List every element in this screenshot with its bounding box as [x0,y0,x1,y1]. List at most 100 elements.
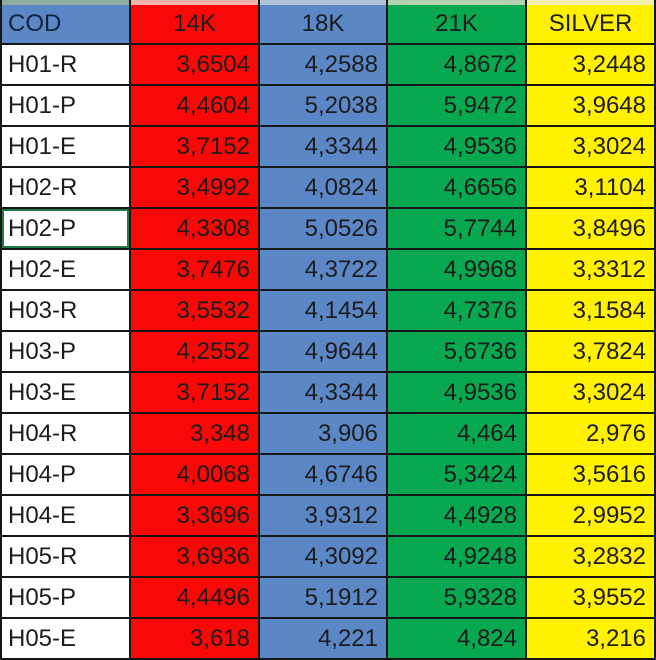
price-cell[interactable]: 3,3024 [527,373,656,414]
price-cell[interactable]: 5,7744 [388,209,527,250]
price-cell[interactable]: 4,9968 [388,250,527,291]
price-cell[interactable]: 4,3344 [260,127,388,168]
price-cell[interactable]: 4,2588 [260,45,388,86]
price-cell[interactable]: 4,3092 [260,537,388,578]
table-row: H01-P 4,4604 5,2038 5,9472 3,9648 [2,86,656,127]
header-cell-cod[interactable]: COD [2,5,131,45]
header-cell-silver[interactable]: SILVER [527,5,656,45]
table-row: H02-R 3,4992 4,0824 4,6656 3,1104 [2,168,656,209]
row-label-cell[interactable]: H01-R [2,45,131,86]
cutoff-cell [527,0,656,5]
price-cell[interactable]: 3,7152 [131,127,260,168]
price-cell[interactable]: 5,6736 [388,332,527,373]
table-row: H04-P 4,0068 4,6746 5,3424 3,5616 [2,455,656,496]
row-label-cell[interactable]: H05-R [2,537,131,578]
table-row: H01-E 3,7152 4,3344 4,9536 3,3024 [2,127,656,168]
header-row: COD 14K 18K 21K SILVER [2,5,656,45]
cutoff-cell [131,0,260,5]
table-row: H02-P 4,3308 5,0526 5,7744 3,8496 [2,209,656,250]
price-cell[interactable]: 4,2552 [131,332,260,373]
price-cell[interactable]: 3,618 [131,619,260,660]
header-cell-18k[interactable]: 18K [260,5,388,45]
price-cell[interactable]: 4,9248 [388,537,527,578]
price-cell[interactable]: 3,2832 [527,537,656,578]
price-cell[interactable]: 2,976 [527,414,656,455]
price-cell[interactable]: 3,3024 [527,127,656,168]
row-label-cell[interactable]: H02-R [2,168,131,209]
header-cell-14k[interactable]: 14K [131,5,260,45]
price-cell[interactable]: 3,8496 [527,209,656,250]
price-cell[interactable]: 3,1584 [527,291,656,332]
price-cell[interactable]: 3,5616 [527,455,656,496]
price-cell[interactable]: 5,0526 [260,209,388,250]
price-cell[interactable]: 2,9952 [527,496,656,537]
table-row: H03-R 3,5532 4,1454 4,7376 3,1584 [2,291,656,332]
table-row: H05-R 3,6936 4,3092 4,9248 3,2832 [2,537,656,578]
price-cell[interactable]: 3,9312 [260,496,388,537]
price-cell[interactable]: 3,6936 [131,537,260,578]
price-cell[interactable]: 3,7824 [527,332,656,373]
row-label-cell[interactable]: H03-P [2,332,131,373]
price-cell[interactable]: 4,9644 [260,332,388,373]
price-cell[interactable]: 4,221 [260,619,388,660]
row-label-cell[interactable]: H04-R [2,414,131,455]
table-row: H02-E 3,7476 4,3722 4,9968 3,3312 [2,250,656,291]
price-cell[interactable]: 4,3308 [131,209,260,250]
price-cell[interactable]: 4,4496 [131,578,260,619]
row-label-cell[interactable]: H05-P [2,578,131,619]
row-label-cell[interactable]: H02-P [2,209,131,250]
price-cell[interactable]: 3,9552 [527,578,656,619]
table-row: H01-R 3,6504 4,2588 4,8672 3,2448 [2,45,656,86]
row-label-cell[interactable]: H01-P [2,86,131,127]
price-cell[interactable]: 4,0068 [131,455,260,496]
price-cell[interactable]: 3,4992 [131,168,260,209]
price-cell[interactable]: 4,464 [388,414,527,455]
price-cell[interactable]: 3,3696 [131,496,260,537]
row-label-cell[interactable]: H05-E [2,619,131,660]
header-cell-21k[interactable]: 21K [388,5,527,45]
cutoff-cell [2,0,131,5]
price-cell[interactable]: 3,7476 [131,250,260,291]
price-cell[interactable]: 3,906 [260,414,388,455]
row-label-cell[interactable]: H01-E [2,127,131,168]
price-cell[interactable]: 4,6656 [388,168,527,209]
row-label-cell[interactable]: H03-R [2,291,131,332]
price-cell[interactable]: 3,2448 [527,45,656,86]
table-row: H03-E 3,7152 4,3344 4,9536 3,3024 [2,373,656,414]
price-cell[interactable]: 5,1912 [260,578,388,619]
price-cell[interactable]: 3,5532 [131,291,260,332]
price-cell[interactable]: 4,4604 [131,86,260,127]
price-cell[interactable]: 3,1104 [527,168,656,209]
price-cell[interactable]: 4,0824 [260,168,388,209]
price-cell[interactable]: 4,9536 [388,373,527,414]
price-cell[interactable]: 5,9472 [388,86,527,127]
price-cell[interactable]: 3,216 [527,619,656,660]
price-cell[interactable]: 5,9328 [388,578,527,619]
price-cell[interactable]: 3,348 [131,414,260,455]
price-cell[interactable]: 3,3312 [527,250,656,291]
price-cell[interactable]: 4,7376 [388,291,527,332]
price-cell[interactable]: 5,3424 [388,455,527,496]
price-cell[interactable]: 3,9648 [527,86,656,127]
row-label-cell[interactable]: H04-E [2,496,131,537]
row-label-cell[interactable]: H04-P [2,455,131,496]
price-cell[interactable]: 4,9536 [388,127,527,168]
price-cell[interactable]: 4,8672 [388,45,527,86]
price-cell[interactable]: 4,3722 [260,250,388,291]
table-body: H01-R 3,6504 4,2588 4,8672 3,2448 H01-P 4,4604… [2,45,656,660]
price-cell[interactable]: 3,7152 [131,373,260,414]
price-cell[interactable]: 4,6746 [260,455,388,496]
table-row: H05-E 3,618 4,221 4,824 3,216 [2,619,656,660]
row-label-cell[interactable]: H03-E [2,373,131,414]
table-row: H04-R 3,348 3,906 4,464 2,976 [2,414,656,455]
price-cell[interactable]: 3,6504 [131,45,260,86]
price-cell[interactable]: 4,824 [388,619,527,660]
cutoff-cell [260,0,388,5]
price-cell[interactable]: 4,1454 [260,291,388,332]
row-label-cell[interactable]: H02-E [2,250,131,291]
price-cell[interactable]: 4,3344 [260,373,388,414]
cutoff-cell [388,0,527,5]
price-cell[interactable]: 4,4928 [388,496,527,537]
table-row: H04-E 3,3696 3,9312 4,4928 2,9952 [2,496,656,537]
price-cell[interactable]: 5,2038 [260,86,388,127]
